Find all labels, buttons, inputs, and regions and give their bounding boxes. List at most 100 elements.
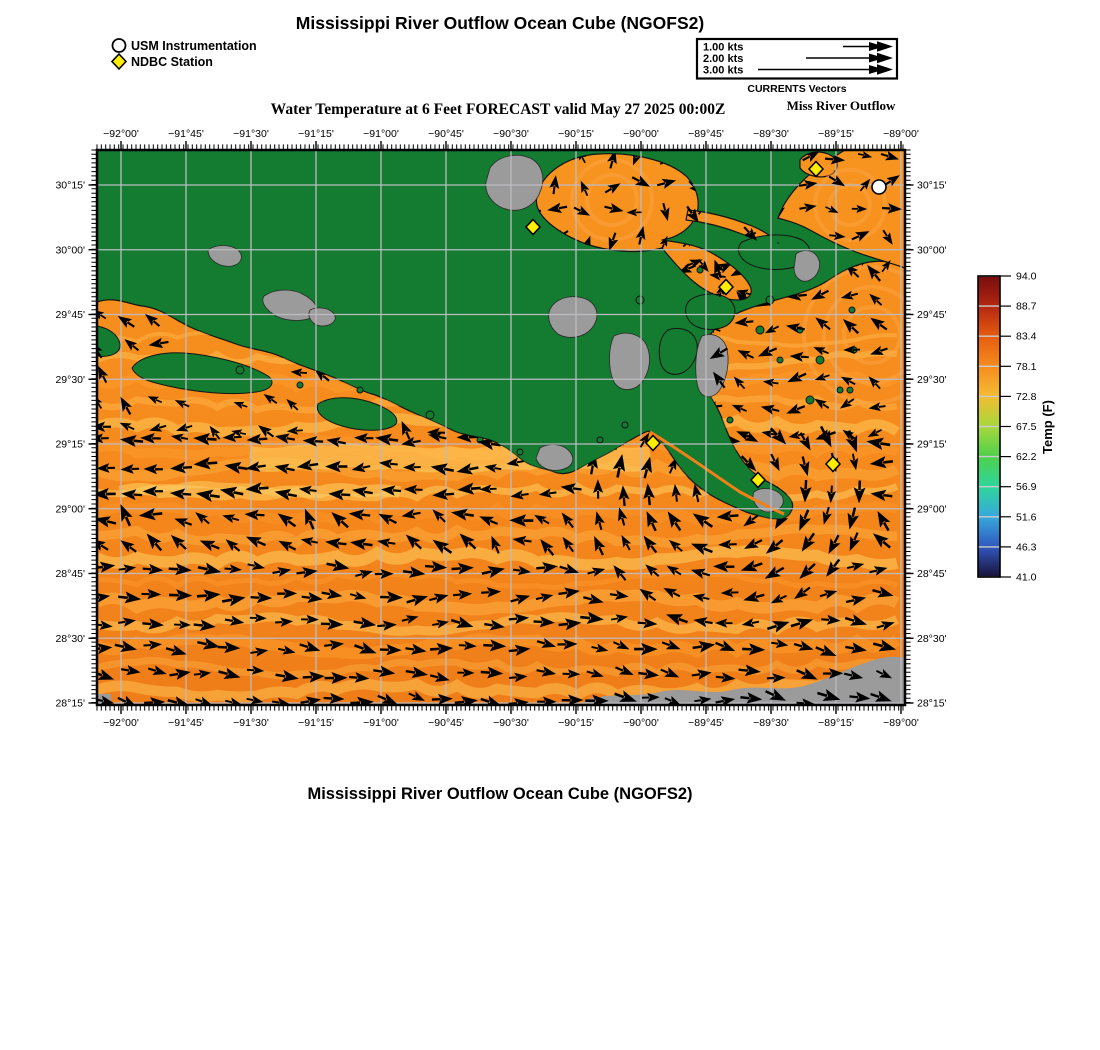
current-arrow [558, 618, 582, 631]
current-arrow [828, 175, 846, 187]
ndbc-station-marker [644, 434, 662, 452]
current-arrow [537, 696, 557, 705]
lon-tick-label: −89°15' [818, 717, 854, 729]
current-arrow [456, 463, 479, 475]
current-arrow [142, 485, 164, 497]
current-arrow [667, 457, 677, 474]
lon-tick-label: −91°45' [168, 128, 204, 140]
current-arrow [612, 640, 630, 650]
minor-ticks-left [91, 149, 96, 703]
current-arrow [148, 337, 169, 349]
islet [635, 295, 645, 305]
current-arrow [320, 618, 344, 630]
lon-tick-label: −90°30' [493, 128, 529, 140]
current-arrow [609, 590, 629, 600]
current-arrow [120, 665, 141, 676]
current-arrow [429, 671, 450, 682]
current-arrow [715, 640, 736, 652]
gray-patch [207, 245, 242, 267]
current-arrow [432, 539, 453, 554]
current-arrow [868, 402, 886, 412]
colorbar-border [977, 275, 1001, 578]
current-arrow [851, 204, 868, 213]
current-arrow [691, 669, 712, 680]
current-arrow [458, 640, 477, 651]
lon-tick-label: −89°00' [883, 128, 919, 140]
current-arrow [218, 667, 241, 680]
colorbar-tick-label: 67.5 [1016, 421, 1037, 433]
current-arrow [715, 672, 736, 683]
current-arrow [401, 420, 412, 440]
lat-tick-label: 30°15' [917, 180, 947, 192]
lon-tick-label: −89°45' [688, 128, 724, 140]
current-arrow [618, 507, 628, 526]
islet [596, 436, 604, 444]
lon-tick-label: −91°00' [363, 128, 399, 140]
current-arrow [349, 538, 373, 551]
lon-tick-label: −91°30' [233, 128, 269, 140]
current-arrow [538, 488, 557, 498]
current-arrow [509, 514, 534, 527]
current-arrow [508, 698, 529, 705]
colorbar-tick-label: 56.9 [1016, 481, 1037, 493]
current-arrow [97, 488, 116, 500]
current-arrow [789, 351, 809, 362]
current-arrow [692, 483, 702, 503]
vector-legend-3kt: 3.00 kts [703, 65, 743, 77]
current-arrow [169, 589, 193, 602]
current-arrow [459, 533, 477, 550]
current-arrow [144, 313, 161, 327]
colorbar-tick-label: 78.1 [1016, 361, 1037, 373]
current-arrow [686, 205, 699, 224]
current-arrow [193, 433, 217, 446]
current-arrow [140, 432, 161, 444]
current-arrow [540, 539, 555, 556]
gray-bottom-strip [585, 656, 905, 705]
current-arrow [97, 433, 109, 444]
current-arrow [348, 672, 370, 683]
current-arrow [224, 461, 248, 474]
current-arrow [374, 569, 394, 579]
current-arrow [560, 483, 582, 495]
current-arrow [845, 595, 867, 606]
current-arrow [762, 378, 779, 387]
current-arrow [737, 350, 754, 360]
current-arrow [659, 202, 670, 222]
current-arrow [491, 535, 502, 554]
current-arrow [536, 666, 557, 677]
current-arrow [583, 593, 604, 605]
minor-ticks-top [96, 144, 904, 149]
current-arrow [853, 480, 866, 504]
colorbar-tick-label: 51.6 [1016, 511, 1037, 523]
current-arrow [713, 561, 735, 573]
current-arrow [480, 695, 502, 705]
current-arrow [877, 510, 891, 532]
colorbar-tick-label: 88.7 [1016, 301, 1037, 313]
ndbc-station-marker [749, 471, 767, 489]
current-arrow [591, 643, 609, 653]
current-arrow [604, 203, 624, 213]
current-arrow [580, 611, 604, 624]
current-arrow [744, 538, 763, 549]
current-arrow [114, 640, 138, 653]
current-arrow [170, 534, 187, 550]
current-arrow [424, 560, 448, 573]
current-arrow [373, 665, 396, 677]
islet [776, 356, 784, 364]
current-arrow [842, 318, 860, 335]
subtitle: Water Temperature at 6 Feet FORECAST val… [271, 101, 726, 118]
current-arrow [867, 264, 882, 282]
current-arrow [331, 512, 349, 529]
current-arrow [97, 463, 116, 473]
current-arrow [143, 464, 163, 475]
current-arrow [118, 564, 137, 574]
current-arrow [326, 437, 346, 448]
current-arrow [666, 565, 682, 576]
gray-patch [485, 154, 544, 211]
current-arrow [450, 616, 474, 628]
current-arrow [693, 617, 713, 628]
current-arrow [195, 489, 220, 502]
current-arrow [124, 339, 140, 352]
current-arrow [432, 509, 446, 523]
current-arrow [224, 564, 242, 574]
